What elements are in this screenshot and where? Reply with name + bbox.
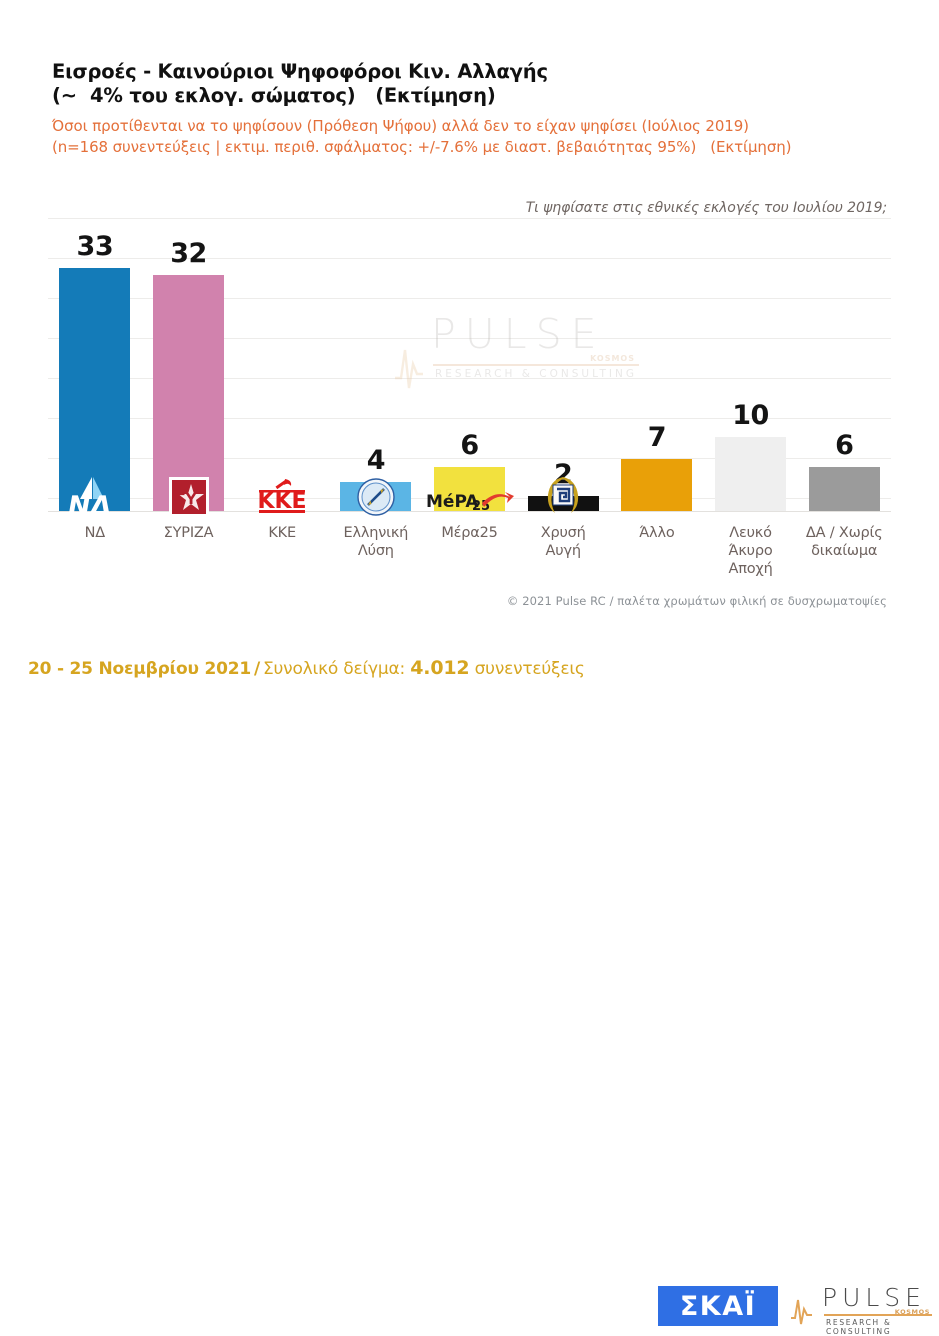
footer-separator: / xyxy=(253,659,260,679)
bar-slot: 7 xyxy=(610,216,704,511)
gridline xyxy=(48,338,891,339)
subtitle-line-2: (n=168 συνεντεύξεις | εκτιμ. περιθ. σφάλ… xyxy=(52,138,792,156)
axis-baseline xyxy=(48,511,891,512)
x-axis-label: ΝΔ xyxy=(84,525,106,541)
bar-slot: 6 MéPA 25 xyxy=(423,216,517,514)
bar-slot: 10 xyxy=(704,216,798,511)
svg-text:ΣΥ: ΣΥ xyxy=(175,490,197,508)
skai-logo-text: ΣΚΑΪ xyxy=(679,1290,757,1322)
bar-value-label: 7 xyxy=(647,422,667,454)
pulse-logo-kosmos: KOSMOS xyxy=(894,1308,930,1316)
subtitle-line-1: Όσοι προτίθενται να το ψηφίσουν (Πρόθεση… xyxy=(52,117,749,135)
gridline xyxy=(48,258,891,259)
bar-value-label: 6 xyxy=(460,429,479,461)
x-axis-label: ΣΥΡΙΖΑ xyxy=(163,525,214,541)
x-axis-label: ΚΚΕ xyxy=(268,525,296,541)
svg-text:ΝΔ: ΝΔ xyxy=(65,491,114,517)
svg-text:KKE: KKE xyxy=(258,489,307,514)
bar-slot: 33 ΝΔ xyxy=(48,216,142,522)
x-axis-labels: ΝΔ ΣΥΡΙΖΑ ΚΚΕ Ελληνική Λύση Μέρα25 Χρυσή Αυγή… xyxy=(48,524,891,578)
header-block: Εισροές - Καινούριοι Ψηφοφόροι Κιν. Αλλα… xyxy=(52,60,912,158)
gridline xyxy=(48,298,891,299)
chart-plot-area: PULSE KOSMOS RESEARCH & CONSULTING 33 ΝΔ… xyxy=(48,216,891,522)
bar-value-label: 4 xyxy=(366,444,386,476)
gridline xyxy=(48,378,891,379)
bar-slot: 4 xyxy=(329,216,423,516)
mera25-logo: MéPA 25 xyxy=(424,481,516,521)
x-axis-label: Λευκό Άκυρο Αποχή xyxy=(728,525,773,577)
svg-text:MéPA: MéPA xyxy=(426,492,479,512)
gridline xyxy=(48,218,891,219)
bar-rect[interactable] xyxy=(714,437,787,511)
syriza-logo: ΣΥ xyxy=(168,477,209,521)
footer-sample-label: Συνολικό δείγμα: xyxy=(262,659,406,679)
page-title-line-1: Εισροές - Καινούριοι Ψηφοφόροι Κιν. Αλλα… xyxy=(52,60,548,83)
footer-bar: 20 - 25 Νοεμβρίου 2021/Συνολικό δείγμα: … xyxy=(0,641,939,1336)
bar-rect[interactable]: KKE xyxy=(247,479,318,514)
elliniki-lysi-logo xyxy=(356,477,396,521)
x-axis-label: Άλλο xyxy=(639,525,675,541)
bar-rect[interactable] xyxy=(808,466,880,511)
gridline xyxy=(48,418,891,419)
skai-logo: ΣΚΑΪ xyxy=(658,1286,778,1326)
bar-value-label: 33 xyxy=(76,230,114,262)
bar-value-label: 32 xyxy=(170,238,207,269)
bar-rect[interactable]: ΣΥ xyxy=(152,275,225,517)
pulse-logo: PULSE KOSMOS RESEARCH & CONSULTING xyxy=(791,1284,932,1336)
bar-rect[interactable]: MéPA 25 xyxy=(426,466,514,514)
pulse-wave-icon xyxy=(791,1299,812,1325)
footer-sample-unit: συνεντεύξεις xyxy=(474,659,585,679)
bar-rect[interactable] xyxy=(621,459,693,511)
subtitle-block: Όσοι προτίθενται να το ψηφίσουν (Πρόθεση… xyxy=(52,116,912,158)
bar-value-label: 6 xyxy=(835,429,854,461)
footer-survey-info: 20 - 25 Νοεμβρίου 2021/Συνολικό δείγμα: … xyxy=(28,657,585,679)
bar-slot: 32 ΣΥ xyxy=(142,216,236,517)
chart-question: Τι ψηφίσατε στις εθνικές εκλογές του Ιου… xyxy=(525,200,887,216)
x-axis-label: Χρυσή Αυγή xyxy=(540,525,586,559)
bar-series: 33 ΝΔ 32 ΣΥ KKE 4 xyxy=(48,216,891,522)
bar-slot: KKE xyxy=(235,216,329,514)
bar-value-label: 2 xyxy=(554,459,573,491)
x-axis-label: Ελληνική Λύση xyxy=(343,525,409,559)
page-title-line-2: (~ 4% του εκλογ. σώματος) (Εκτίμηση) xyxy=(52,84,496,107)
chrysi-avgi-logo xyxy=(540,473,586,521)
bar-value-label: 10 xyxy=(732,400,769,432)
x-axis-label: ΔΑ / Χωρίς δικαίωμα xyxy=(805,525,883,559)
bar-rect[interactable] xyxy=(340,478,412,516)
copyright-note: © 2021 Pulse RC / παλέτα χρωμάτων φιλική… xyxy=(506,594,887,608)
kke-logo: KKE xyxy=(255,477,309,521)
bar-slot: 6 xyxy=(797,216,891,511)
bar-rect[interactable] xyxy=(527,477,599,513)
nd-logo: ΝΔ xyxy=(49,475,138,522)
footer-date-range: 20 - 25 Νοεμβρίου 2021 xyxy=(28,659,251,679)
bar-rect[interactable]: ΝΔ xyxy=(49,267,131,522)
footer-sample-value: 4.012 xyxy=(410,657,470,679)
gridline xyxy=(48,458,891,459)
x-axis-label: Μέρα25 xyxy=(441,525,498,541)
bar-slot: 2 xyxy=(516,216,610,513)
